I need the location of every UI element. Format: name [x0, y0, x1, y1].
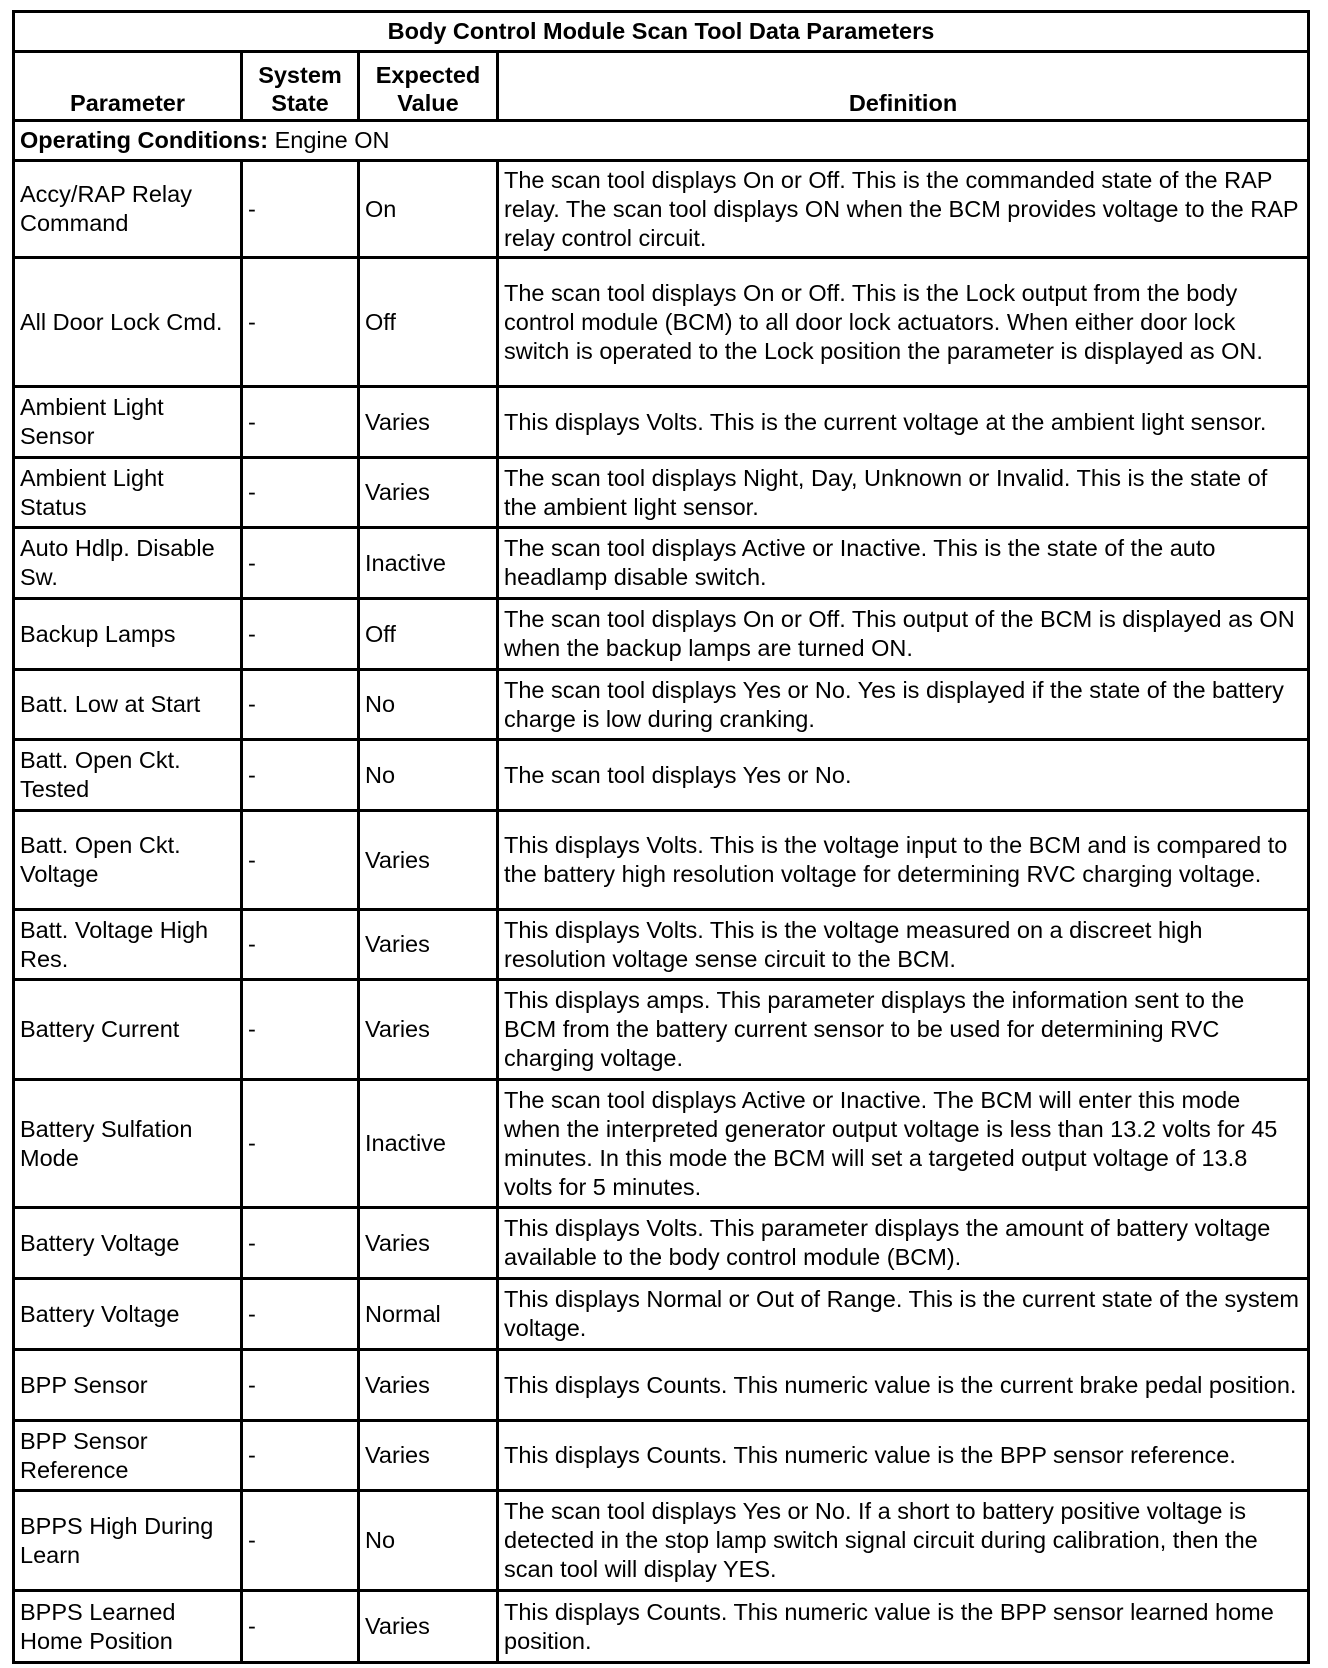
table-row: Ambient Light Status - Varies The scan tool…: [12, 456, 1310, 529]
parameter-cell: Backup Lamps: [12, 597, 243, 671]
header-expected-value: Expected Value: [357, 50, 499, 122]
expected-value-cell: Inactive: [357, 1078, 499, 1209]
table-row: Batt. Open Ckt. Tested - No The scan tool d…: [12, 738, 1310, 812]
table-row: Auto Hdlp. Disable Sw. - Inactive The scan …: [12, 526, 1310, 600]
definition-cell: This displays Counts. This numeric value…: [496, 1589, 1310, 1664]
operating-conditions-label: Operating Conditions:: [20, 127, 269, 153]
system-state-cell: -: [240, 809, 360, 911]
system-state-cell: -: [240, 1489, 360, 1592]
system-state-cell: -: [240, 908, 360, 981]
expected-value-cell: On: [357, 159, 499, 259]
table-row: All Door Lock Cmd. - Off The scan tool disp…: [12, 256, 1310, 388]
operating-conditions-value: Engine ON: [274, 127, 390, 153]
table-row: BPP Sensor Reference - Varies This displays…: [12, 1419, 1310, 1492]
expected-value-cell: No: [357, 738, 499, 812]
definition-cell: The scan tool displays On or Off. This i…: [496, 256, 1310, 388]
expected-value-cell: Varies: [357, 1348, 499, 1422]
table-row: Backup Lamps - Off The scan tool displays O…: [12, 597, 1310, 671]
definition-cell: The scan tool displays Active or Inactiv…: [496, 526, 1310, 600]
parameter-cell: Battery Sulfation Mode: [12, 1078, 243, 1209]
parameter-cell: Batt. Open Ckt. Tested: [12, 738, 243, 812]
parameter-cell: Battery Voltage: [12, 1277, 243, 1351]
table-row: Batt. Voltage High Res. - Varies This displ…: [12, 908, 1310, 981]
parameter-cell: BPP Sensor Reference: [12, 1419, 243, 1492]
definition-cell: This displays Volts. This parameter disp…: [496, 1206, 1310, 1280]
definition-cell: This displays Normal or Out of Range. Th…: [496, 1277, 1310, 1351]
expected-value-cell: Varies: [357, 1206, 499, 1280]
parameter-cell: Auto Hdlp. Disable Sw.: [12, 526, 243, 600]
definition-cell: This displays Counts. This numeric value…: [496, 1348, 1310, 1422]
system-state-cell: -: [240, 1589, 360, 1664]
definition-cell: The scan tool displays On or Off. This i…: [496, 159, 1310, 259]
parameter-cell: Batt. Low at Start: [12, 668, 243, 741]
definition-cell: This displays Counts. This numeric value…: [496, 1419, 1310, 1492]
definition-cell: The scan tool displays Yes or No. Yes is…: [496, 668, 1310, 741]
system-state-cell: -: [240, 256, 360, 388]
definition-cell: The scan tool displays Night, Day, Unkno…: [496, 456, 1310, 529]
parameter-cell: Ambient Light Sensor: [12, 385, 243, 459]
parameter-cell: Batt. Open Ckt. Voltage: [12, 809, 243, 911]
header-parameter: Parameter: [12, 50, 243, 122]
parameter-cell: BPPS Learned Home Position: [12, 1589, 243, 1664]
parameter-cell: Battery Current: [12, 978, 243, 1081]
table-row: BPP Sensor - Varies This displays Counts. T…: [12, 1348, 1310, 1422]
table-row: Battery Sulfation Mode - Inactive The scan …: [12, 1078, 1310, 1209]
table-row: Batt. Low at Start - No The scan tool displ…: [12, 668, 1310, 741]
expected-value-cell: No: [357, 668, 499, 741]
expected-value-cell: Varies: [357, 978, 499, 1081]
header-system-state: System State: [240, 50, 360, 122]
system-state-cell: -: [240, 978, 360, 1081]
expected-value-cell: Off: [357, 256, 499, 388]
expected-value-cell: Varies: [357, 809, 499, 911]
system-state-cell: -: [240, 1419, 360, 1492]
system-state-cell: -: [240, 1277, 360, 1351]
expected-value-cell: Varies: [357, 1589, 499, 1664]
scan-tool-data-table: Body Control Module Scan Tool Data Param…: [12, 10, 1310, 1664]
table-row: BPPS Learned Home Position - Varies This di…: [12, 1589, 1310, 1664]
table-row: Ambient Light Sensor - Varies This displays…: [12, 385, 1310, 459]
system-state-cell: -: [240, 738, 360, 812]
system-state-cell: -: [240, 456, 360, 529]
parameter-cell: Battery Voltage: [12, 1206, 243, 1280]
system-state-cell: -: [240, 1078, 360, 1209]
table-row: Accy/RAP Relay Command - On The scan tool d…: [12, 159, 1310, 259]
table-title: Body Control Module Scan Tool Data Param…: [12, 10, 1310, 53]
system-state-cell: -: [240, 597, 360, 671]
definition-cell: This displays amps. This parameter displ…: [496, 978, 1310, 1081]
system-state-cell: -: [240, 159, 360, 259]
definition-cell: The scan tool displays On or Off. This o…: [496, 597, 1310, 671]
expected-value-cell: Varies: [357, 1419, 499, 1492]
parameter-cell: Batt. Voltage High Res.: [12, 908, 243, 981]
expected-value-cell: No: [357, 1489, 499, 1592]
table-row: Battery Voltage - Normal This displays Norm…: [12, 1277, 1310, 1351]
expected-value-cell: Inactive: [357, 526, 499, 600]
system-state-cell: -: [240, 668, 360, 741]
system-state-cell: -: [240, 526, 360, 600]
parameter-cell: All Door Lock Cmd.: [12, 256, 243, 388]
definition-cell: The scan tool displays Yes or No. If a s…: [496, 1489, 1310, 1592]
operating-conditions-row: Operating Conditions: Engine ON: [12, 119, 1310, 162]
table-row: Batt. Open Ckt. Voltage - Varies This displ…: [12, 809, 1310, 911]
system-state-cell: -: [240, 1348, 360, 1422]
definition-cell: This displays Volts. This is the voltage…: [496, 908, 1310, 981]
definition-cell: The scan tool displays Yes or No.: [496, 738, 1310, 812]
parameter-cell: Accy/RAP Relay Command: [12, 159, 243, 259]
definition-cell: This displays Volts. This is the voltage…: [496, 809, 1310, 911]
table-row: Battery Voltage - Varies This displays Volt…: [12, 1206, 1310, 1280]
parameter-cell: BPPS High During Learn: [12, 1489, 243, 1592]
expected-value-cell: Normal: [357, 1277, 499, 1351]
header-definition: Definition: [496, 50, 1310, 122]
expected-value-cell: Varies: [357, 456, 499, 529]
expected-value-cell: Varies: [357, 385, 499, 459]
parameter-cell: BPP Sensor: [12, 1348, 243, 1422]
table-row: BPPS High During Learn - No The scan tool d…: [12, 1489, 1310, 1592]
expected-value-cell: Varies: [357, 908, 499, 981]
table-row: Battery Current - Varies This displays amps…: [12, 978, 1310, 1081]
expected-value-cell: Off: [357, 597, 499, 671]
definition-cell: The scan tool displays Active or Inactiv…: [496, 1078, 1310, 1209]
definition-cell: This displays Volts. This is the current…: [496, 385, 1310, 459]
system-state-cell: -: [240, 385, 360, 459]
parameter-cell: Ambient Light Status: [12, 456, 243, 529]
system-state-cell: -: [240, 1206, 360, 1280]
